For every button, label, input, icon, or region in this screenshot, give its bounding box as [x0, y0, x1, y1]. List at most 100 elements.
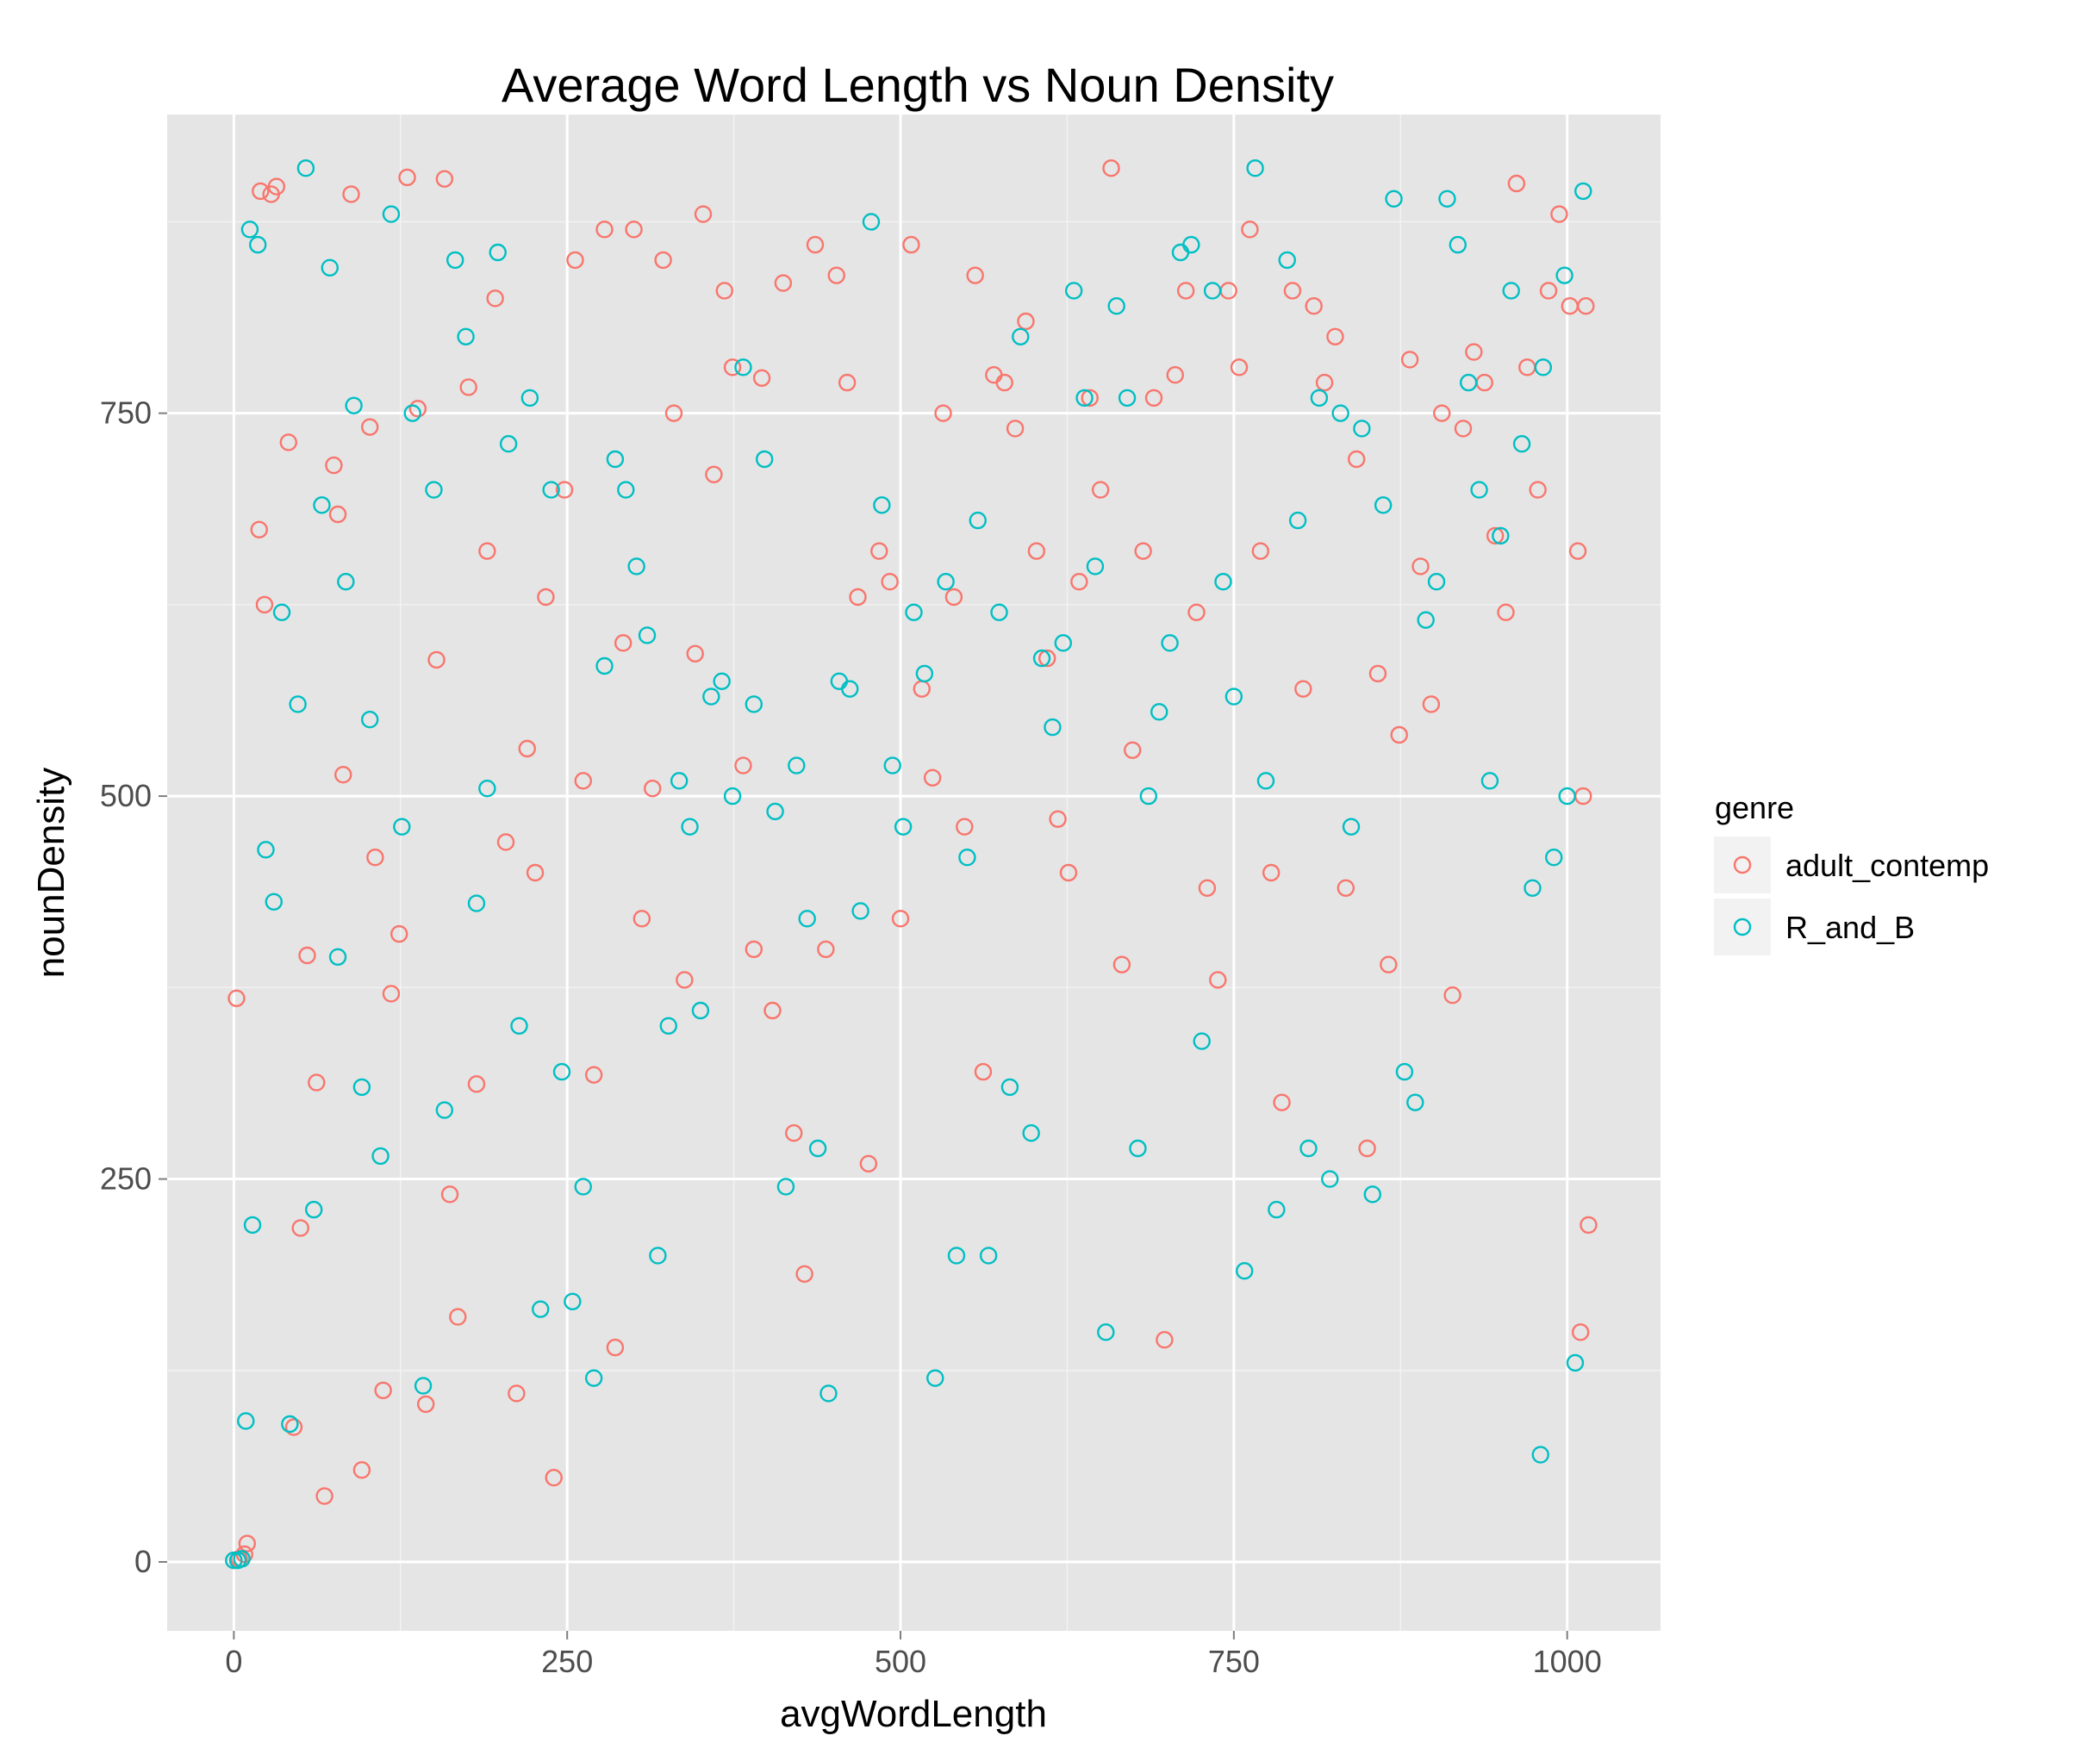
data-point [1230, 358, 1249, 376]
data-point [614, 634, 632, 652]
data-point [1358, 1139, 1376, 1158]
x-tick-label: 250 [541, 1644, 593, 1679]
data-point [382, 985, 401, 1003]
data-point [606, 450, 625, 469]
chart-title: Average Word Length vs Noun Density [502, 58, 1334, 112]
data-point [1241, 221, 1259, 239]
data-point [1529, 481, 1547, 499]
data-point [398, 168, 416, 187]
data-point [371, 1147, 389, 1166]
data-point [1502, 282, 1520, 300]
data-point [459, 378, 477, 396]
data-point [1236, 1262, 1254, 1280]
data-point [958, 849, 976, 867]
data-point [425, 481, 443, 499]
data-point [1059, 863, 1078, 882]
legend-title: genre [1715, 790, 1794, 825]
data-point [1273, 1093, 1291, 1111]
data-point [345, 396, 363, 414]
series-R_and_B [225, 159, 1592, 1570]
data-point [969, 511, 987, 530]
data-point [1091, 481, 1110, 499]
data-point [237, 1412, 255, 1430]
data-point [1465, 343, 1483, 361]
data-point [1385, 190, 1403, 208]
data-point [1443, 986, 1461, 1005]
data-point [595, 221, 614, 239]
data-point [249, 235, 267, 254]
data-point [255, 595, 274, 614]
data-point [806, 235, 825, 254]
data-point [526, 863, 545, 882]
data-point [334, 766, 352, 784]
data-point [542, 481, 560, 499]
legend-key [1712, 835, 1773, 895]
x-tick-label: 750 [1208, 1644, 1260, 1679]
minor-gridlines [167, 115, 1661, 1631]
data-point [664, 404, 683, 422]
data-point [321, 258, 339, 277]
data-point [308, 1073, 326, 1092]
data-point [638, 626, 657, 644]
data-point [564, 1292, 582, 1310]
data-point [574, 772, 592, 790]
data-point [1531, 1446, 1549, 1464]
data-point [1492, 526, 1510, 545]
data-point [1417, 611, 1435, 629]
data-point [705, 465, 723, 483]
data-point [1112, 955, 1131, 974]
data-point [625, 221, 643, 239]
data-point [328, 505, 347, 524]
data-point [1337, 879, 1355, 897]
data-point [382, 205, 401, 223]
data-point [1027, 542, 1046, 560]
data-point [1380, 955, 1398, 974]
data-point [416, 1395, 435, 1414]
data-point [1363, 1185, 1381, 1204]
data-point [1433, 404, 1451, 422]
data-point [947, 1247, 966, 1265]
data-point [1555, 266, 1573, 284]
data-point [1251, 542, 1270, 560]
legend: genre adult_contemp R_and_B [1712, 790, 1989, 957]
data-point [905, 603, 923, 621]
data-point [1571, 1323, 1590, 1341]
data-point [1427, 573, 1446, 591]
data-point [1406, 1093, 1424, 1111]
data-point [1129, 1139, 1147, 1158]
data-point [1580, 1216, 1598, 1235]
data-point [723, 358, 742, 376]
data-point [798, 910, 816, 928]
data-point [305, 1200, 323, 1219]
data-point [584, 1369, 603, 1387]
data-point [414, 1377, 433, 1395]
data-point [632, 910, 651, 928]
data-point [1224, 687, 1243, 706]
data-point [1134, 542, 1152, 560]
data-point [1161, 634, 1179, 652]
data-point [1315, 373, 1334, 392]
data-point [315, 1487, 333, 1505]
data-point [1107, 297, 1125, 315]
data-point [1102, 159, 1120, 177]
data-point [1118, 389, 1137, 407]
data-point [1081, 389, 1099, 407]
data-point [1182, 235, 1200, 254]
data-point [745, 940, 763, 959]
data-point [795, 1265, 813, 1283]
data-point [325, 456, 343, 475]
data-point [1459, 373, 1478, 392]
data-point [1321, 1170, 1339, 1188]
data-point [686, 644, 704, 662]
data-point [279, 433, 298, 451]
data-point [849, 588, 867, 607]
data-point [1022, 1124, 1040, 1142]
data-point [1400, 351, 1419, 369]
data-point [518, 739, 536, 758]
legend-items: adult_contemp R_and_B [1712, 835, 1989, 957]
legend-label: R_and_B [1785, 910, 1915, 945]
y-axis-title: nounDensity [30, 768, 72, 979]
data-point [1097, 1323, 1115, 1341]
data-point [1166, 366, 1184, 384]
data-point [508, 1384, 526, 1403]
